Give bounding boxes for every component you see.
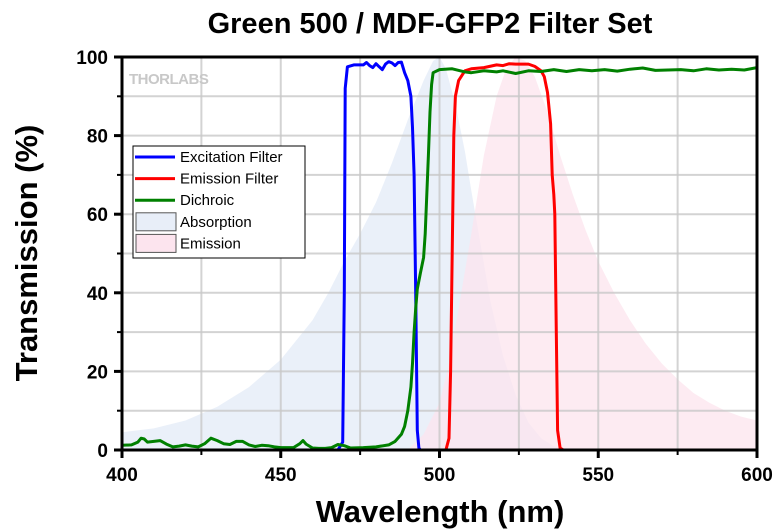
x-axis-label: Wavelength (nm) [316, 494, 565, 529]
x-tick-label: 550 [582, 465, 614, 486]
y-tick-label: 100 [76, 48, 108, 69]
legend-label-dichroic: Dichroic [180, 192, 235, 209]
legend-label-emission-filter: Emission Filter [180, 171, 278, 188]
x-tick-label: 600 [741, 465, 773, 486]
y-tick-label: 0 [97, 441, 108, 462]
y-tick-label: 40 [87, 284, 108, 305]
legend-label-absorption: Absorption [180, 214, 252, 231]
y-axis-label: Transmission (%) [9, 125, 44, 382]
y-tick-label: 60 [87, 205, 108, 226]
line-excitation-filter [122, 60, 757, 450]
legend-label-excitation-filter: Excitation Filter [180, 149, 283, 166]
legend: Excitation Filter Emission Filter Dichroic… [132, 145, 306, 259]
y-tick-label: 80 [87, 127, 108, 148]
legend-label-emission: Emission [180, 235, 241, 252]
legend-swatch-absorption [135, 212, 177, 232]
line-emission-filter [122, 62, 757, 450]
x-tick-label: 500 [424, 465, 456, 486]
legend-swatch-emission [135, 233, 177, 253]
thorlabs-watermark: THORLABS [129, 71, 209, 88]
chart-title: Green 500 / MDF-GFP2 Filter Set [208, 8, 653, 40]
line-dichroic [122, 66, 757, 450]
y-tick-label: 20 [87, 362, 108, 383]
x-tick-label: 450 [265, 465, 297, 486]
x-tick-label: 400 [106, 465, 138, 486]
